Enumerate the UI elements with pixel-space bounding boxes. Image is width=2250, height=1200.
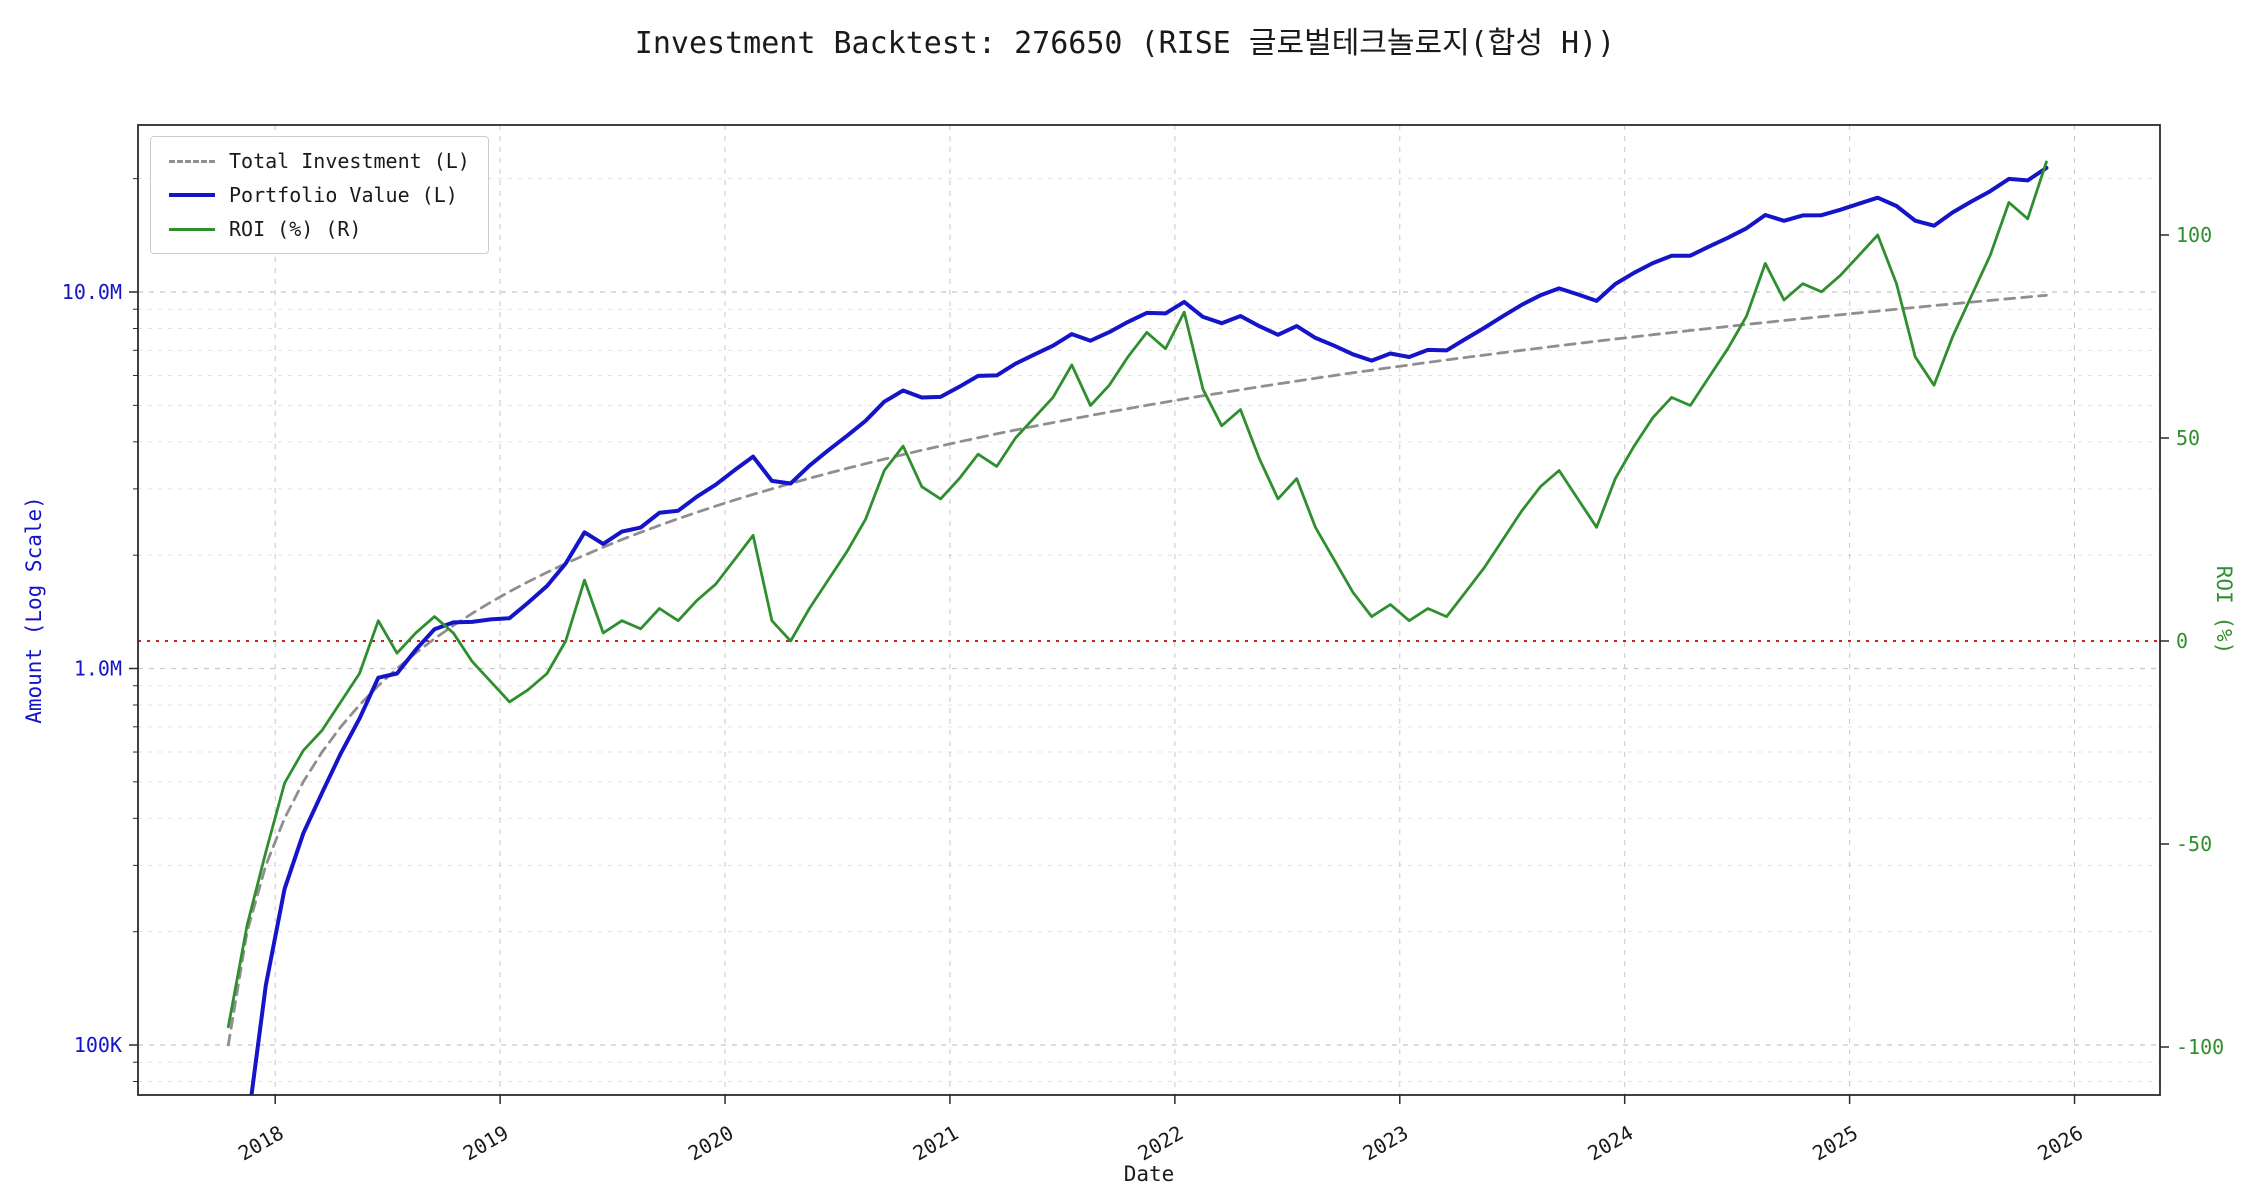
total-investment-line [226,293,2048,1047]
legend-item-roi: ROI (%) (R) [169,217,470,241]
roi-line [226,160,2048,1029]
left-axis-label: Amount (Log Scale) [22,496,46,724]
right-axis-label: ROI (%) [2212,565,2236,655]
right-tick-label: 50 [2176,426,2200,450]
solid-green-line-swatch-icon [169,227,215,231]
legend-label: Portfolio Value (L) [229,183,458,207]
left-tick-label: 1.0M [74,657,122,681]
x-tick-label: 2023 [1359,1121,1413,1166]
x-tick-label: 2021 [909,1121,963,1166]
legend-item-total-investment: Total Investment (L) [169,149,470,173]
right-tick-label: 0 [2176,629,2188,653]
x-tick-label: 2026 [2033,1121,2087,1166]
left-tick-label: 100K [74,1033,122,1057]
x-tick-label: 2020 [684,1121,738,1166]
right-tick-label: -100 [2176,1035,2224,1059]
legend-item-portfolio-value: Portfolio Value (L) [169,183,470,207]
portfolio-value-line [249,165,2049,1095]
x-tick-label: 2019 [459,1121,513,1166]
chart-title: Investment Backtest: 276650 (RISE 글로벌테크놀… [634,26,1616,61]
solid-blue-line-swatch-icon [169,193,215,197]
legend-label: Total Investment (L) [229,149,470,173]
axes: 100K 1.0M 10.0M 2018 2019 2020 2021 2022 2023 202… [62,124,2224,1166]
x-tick-label: 2025 [1808,1121,1862,1166]
plot-border [137,124,2161,1096]
dashed-line-swatch-icon [169,159,215,163]
x-axis-label: Date [1123,1162,1175,1186]
x-tick-label: 2024 [1583,1121,1637,1166]
series [226,160,2049,1095]
right-tick-label: 100 [2176,223,2212,247]
x-tick-label: 2022 [1134,1121,1188,1166]
legend-label: ROI (%) (R) [229,217,362,241]
legend: Total Investment (L) Portfolio Value (L)… [150,136,489,254]
x-tick-label: 2018 [234,1121,288,1166]
right-tick-label: -50 [2176,832,2212,856]
grid-major [138,125,2160,1095]
left-tick-label: 10.0M [62,280,122,304]
